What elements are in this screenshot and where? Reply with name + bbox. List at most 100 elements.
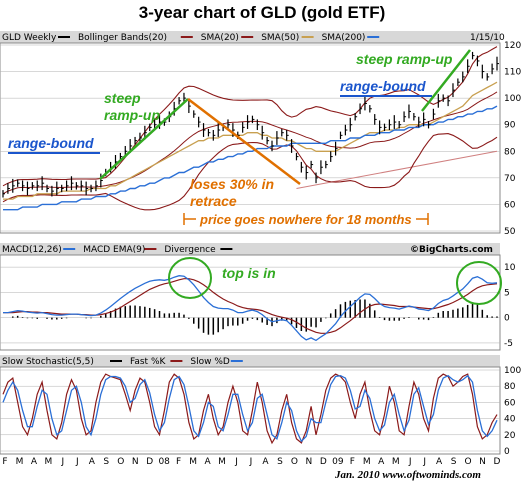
y-tick-label: 100 bbox=[504, 94, 521, 104]
y-tick-label: 40 bbox=[504, 415, 516, 425]
annotation-nowhere: price goes nowhere for 18 months bbox=[199, 212, 412, 227]
top-circle-right bbox=[456, 261, 502, 305]
y-tick-label: 10 bbox=[504, 263, 516, 273]
x-tick-label: O bbox=[117, 457, 124, 467]
annotation-steep-ramp-up-right: steep ramp-up bbox=[356, 51, 453, 67]
y-tick-label: 90 bbox=[504, 121, 516, 131]
macd-grid bbox=[0, 266, 500, 344]
price-panel: GLD Weekly Bollinger Bands(20) SMA(20) SMA(… bbox=[0, 31, 521, 237]
y-tick-label: 70 bbox=[504, 174, 516, 184]
x-tick-label: A bbox=[378, 457, 385, 467]
y-tick-label: 100 bbox=[504, 366, 521, 376]
x-tick-label: A bbox=[89, 457, 96, 467]
x-tick-label: S bbox=[103, 457, 109, 467]
fast-k-line bbox=[2, 373, 498, 445]
price-plot-area bbox=[0, 42, 501, 234]
x-tick-label: F bbox=[350, 457, 355, 467]
macd-legend-bar bbox=[0, 243, 500, 255]
y-tick-label: 80 bbox=[504, 382, 516, 392]
x-tick-label: J bbox=[234, 457, 238, 467]
legend-label: Slow %D bbox=[190, 357, 229, 367]
macd-line bbox=[3, 275, 498, 342]
legend-label: GLD Weekly bbox=[2, 33, 57, 43]
macd-panel: MACD(12,26) MACD EMA(9) Divergence ©BigCha… bbox=[0, 243, 516, 351]
x-tick-label: A bbox=[262, 457, 269, 467]
bollinger-lower-line bbox=[2, 133, 498, 211]
x-tick-label: O bbox=[291, 457, 298, 467]
x-tick-label: J bbox=[408, 457, 412, 467]
x-tick-label: N bbox=[132, 457, 139, 467]
legend-label: Fast %K bbox=[130, 357, 166, 367]
x-tick-label: M bbox=[16, 457, 24, 467]
x-tick-label: D bbox=[494, 457, 501, 467]
stochastic-panel: Slow Stochastic(5,5) Fast %K Slow %D 100 80… bbox=[0, 355, 521, 457]
sma50-line bbox=[3, 81, 498, 200]
footer-credit: Jan. 2010 www.oftwominds.com bbox=[334, 469, 481, 481]
legend-label: MACD EMA(9) bbox=[83, 245, 145, 255]
trend-line-retrace bbox=[187, 98, 301, 185]
x-tick-label: M bbox=[363, 457, 371, 467]
stoch-y-ticks: 100 80 60 40 20 0 bbox=[504, 366, 521, 457]
y-tick-label: -5 bbox=[504, 339, 513, 349]
watermark: ©BigCharts.com bbox=[410, 245, 493, 255]
legend-label: SMA(50) bbox=[261, 33, 299, 43]
annotation-retrace-2: retrace bbox=[190, 193, 237, 209]
price-y-ticks: 120 110 100 90 80 70 60 50 bbox=[504, 41, 521, 237]
x-tick-label: J bbox=[61, 457, 65, 467]
legend-label: MACD(12,26) bbox=[2, 245, 62, 255]
annotation-steep-ramp-up-left-2: ramp-up bbox=[104, 107, 160, 123]
y-tick-label: 110 bbox=[504, 68, 521, 78]
x-tick-label: A bbox=[436, 457, 443, 467]
legend-label: Slow Stochastic(5,5) bbox=[2, 357, 94, 367]
x-tick-label: J bbox=[75, 457, 79, 467]
annotation-retrace-1: loses 30% in bbox=[190, 176, 274, 192]
x-tick-label: J bbox=[422, 457, 426, 467]
y-tick-label: 80 bbox=[504, 147, 516, 157]
x-tick-label: A bbox=[31, 457, 38, 467]
x-tick-label: 08 bbox=[158, 457, 170, 467]
annotation-steep-ramp-up-left-1: steep bbox=[104, 90, 141, 106]
stoch-legend: Slow Stochastic(5,5) Fast %K Slow %D bbox=[2, 357, 243, 367]
x-tick-label: D bbox=[146, 457, 153, 467]
macd-series bbox=[3, 275, 498, 342]
stoch-series bbox=[2, 373, 498, 445]
stoch-legend-bar bbox=[0, 355, 500, 367]
legend-label: SMA(200) bbox=[322, 33, 366, 43]
y-tick-label: 60 bbox=[504, 398, 516, 408]
legend-label: Bollinger Bands(20) bbox=[78, 33, 167, 43]
x-tick-label: O bbox=[465, 457, 472, 467]
trend-line-left bbox=[99, 98, 189, 180]
y-tick-label: 60 bbox=[504, 200, 516, 210]
price-legend: GLD Weekly Bollinger Bands(20) SMA(20) SMA(… bbox=[2, 33, 380, 43]
y-tick-label: 120 bbox=[504, 41, 521, 51]
price-grid bbox=[0, 44, 500, 232]
x-tick-label: 09 bbox=[332, 457, 344, 467]
x-axis: F M A M J J A S O N D 08 F M A M J J A S O N D 09 F M A M J J A S O N D bbox=[2, 457, 500, 467]
x-tick-label: F bbox=[176, 457, 181, 467]
y-tick-label: 50 bbox=[504, 227, 516, 237]
legend-label: Divergence bbox=[164, 245, 216, 255]
macd-y-ticks: 10 5 0 -5 bbox=[504, 263, 516, 349]
sma200-line bbox=[3, 105, 498, 211]
trend-line-right bbox=[421, 49, 471, 112]
x-tick-label: M bbox=[189, 457, 197, 467]
macd-legend: MACD(12,26) MACD EMA(9) Divergence bbox=[2, 245, 233, 255]
bollinger-upper-line bbox=[2, 46, 498, 187]
x-tick-label: F bbox=[2, 457, 7, 467]
legend-label: SMA(20) bbox=[201, 33, 239, 43]
y-tick-label: 5 bbox=[504, 288, 510, 298]
y-tick-label: 0 bbox=[504, 314, 510, 324]
macd-plot-area bbox=[0, 254, 501, 351]
x-tick-label: M bbox=[45, 457, 53, 467]
x-tick-label: A bbox=[205, 457, 212, 467]
annotation-range-bound-left: range-bound bbox=[8, 135, 94, 151]
annotation-top-is-in: top is in bbox=[222, 265, 276, 281]
x-tick-label: N bbox=[479, 457, 486, 467]
x-tick-label: N bbox=[306, 457, 313, 467]
chart-title: 3-year chart of GLD (gold ETF) bbox=[139, 3, 386, 22]
y-tick-label: 0 bbox=[504, 447, 510, 457]
top-circle-left bbox=[168, 257, 212, 299]
x-tick-label: M bbox=[392, 457, 400, 467]
price-annotations: range-bound steep ramp-up loses 30% in r… bbox=[8, 49, 471, 227]
